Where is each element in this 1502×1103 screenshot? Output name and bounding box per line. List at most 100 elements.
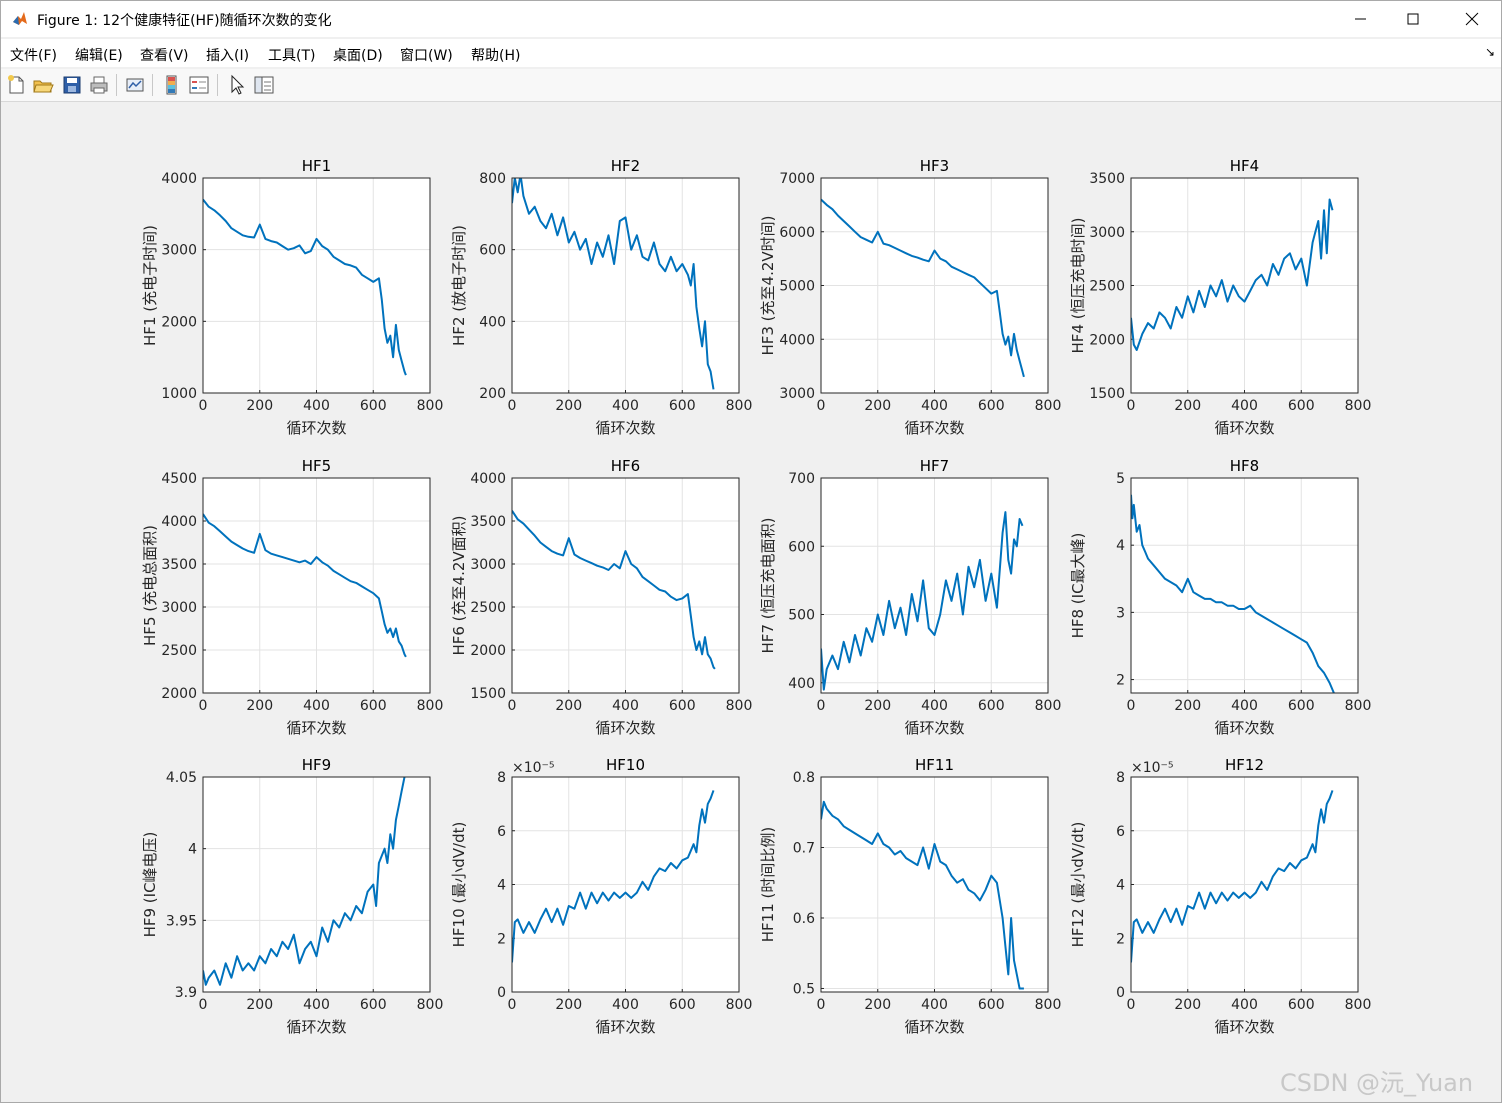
y-tick-label: 4 bbox=[188, 842, 197, 858]
y-tick-label: 600 bbox=[479, 243, 506, 259]
toolbar-separator bbox=[217, 74, 218, 96]
subplot-5: 0 200 400 600 800 2000 2500 3000 3500 4000 4500 HF5… bbox=[141, 457, 443, 737]
x-tick-label: 600 bbox=[978, 398, 1005, 414]
minimize-button[interactable] bbox=[1331, 1, 1389, 37]
close-button[interactable] bbox=[1443, 1, 1501, 37]
x-tick-label: 0 bbox=[508, 698, 517, 714]
y-axis-label: HF9 (IC峰电压) bbox=[141, 832, 159, 938]
y-tick-label: 2000 bbox=[470, 643, 506, 659]
x-tick-label: 600 bbox=[1288, 997, 1315, 1013]
subplot-8: 0 200 400 600 800 2 3 4 5 HF8 循环次数 HF8 (IC最大峰) bbox=[1069, 457, 1371, 737]
series-line bbox=[1131, 198, 1334, 351]
y-tick-label: 0.6 bbox=[793, 911, 815, 927]
figure-canvas: 0 200 400 600 800 1000 2000 3000 4000 HF1 循环次数 HF1 … bbox=[1, 102, 1501, 1102]
y-tick-label: 0 bbox=[1116, 985, 1125, 1001]
new-figure-icon[interactable] bbox=[5, 74, 27, 96]
print-icon[interactable] bbox=[88, 74, 110, 96]
x-tick-label: 800 bbox=[1035, 698, 1062, 714]
series-line bbox=[1131, 494, 1335, 693]
subplot-12: 0 200 400 600 800 0 2 4 6 8 HF12 循环次数 HF12 (最小dV/dt)… bbox=[1069, 756, 1371, 1036]
y-tick-label: 3000 bbox=[1089, 225, 1125, 241]
title-bar[interactable]: Figure 1: 12个健康特征(HF)随循环次数的变化 bbox=[1, 1, 1501, 37]
subplot-1: 0 200 400 600 800 1000 2000 3000 4000 HF1 循环次数 HF1 … bbox=[141, 157, 443, 437]
insert-legend-icon[interactable] bbox=[188, 74, 210, 96]
menu-window[interactable]: 窗口(W) bbox=[400, 48, 453, 64]
x-axis-label: 循环次数 bbox=[904, 1018, 964, 1036]
x-tick-label: 600 bbox=[978, 698, 1005, 714]
y-tick-label: 0.5 bbox=[793, 981, 815, 997]
y-tick-label: 1000 bbox=[161, 386, 197, 402]
x-tick-label: 0 bbox=[199, 398, 208, 414]
x-axis-label: 循环次数 bbox=[904, 419, 964, 437]
dock-arrow-icon[interactable]: ↘ bbox=[1485, 45, 1496, 59]
x-tick-label: 400 bbox=[612, 997, 639, 1013]
menu-file[interactable]: 文件(F) bbox=[10, 48, 57, 64]
x-tick-label: 800 bbox=[417, 398, 444, 414]
y-tick-label: 3000 bbox=[779, 386, 815, 402]
x-tick-label: 800 bbox=[726, 398, 753, 414]
x-tick-label: 400 bbox=[303, 698, 330, 714]
x-tick-label: 600 bbox=[978, 997, 1005, 1013]
x-tick-label: 200 bbox=[246, 997, 273, 1013]
y-tick-label: 400 bbox=[788, 676, 815, 692]
axis-exponent-label: ×10⁻⁵ bbox=[1131, 760, 1174, 776]
y-tick-label: 2000 bbox=[161, 686, 197, 702]
y-tick-label: 4 bbox=[1116, 538, 1125, 554]
subplot-title: HF2 bbox=[611, 157, 640, 175]
x-tick-label: 400 bbox=[303, 398, 330, 414]
y-tick-label: 2000 bbox=[161, 314, 197, 330]
y-axis-label: HF6 (充至4.2V面积) bbox=[450, 515, 468, 655]
x-axis-label: 循环次数 bbox=[1214, 719, 1274, 737]
y-axis-label: HF11 (时间比例) bbox=[759, 827, 777, 942]
menu-desktop[interactable]: 桌面(D) bbox=[333, 48, 383, 64]
x-tick-label: 800 bbox=[726, 698, 753, 714]
x-tick-label: 200 bbox=[555, 997, 582, 1013]
subplot-title: HF11 bbox=[915, 756, 954, 774]
x-tick-label: 200 bbox=[246, 398, 273, 414]
x-tick-label: 200 bbox=[1174, 698, 1201, 714]
y-tick-label: 3.9 bbox=[175, 985, 197, 1001]
x-tick-label: 600 bbox=[1288, 698, 1315, 714]
y-tick-label: 500 bbox=[788, 608, 815, 624]
menu-tools[interactable]: 工具(T) bbox=[268, 48, 316, 64]
edit-plot-icon[interactable] bbox=[226, 74, 248, 96]
x-tick-label: 0 bbox=[1127, 698, 1136, 714]
y-tick-label: 4000 bbox=[779, 332, 815, 348]
subplot-title: HF6 bbox=[611, 457, 640, 475]
x-tick-label: 0 bbox=[199, 997, 208, 1013]
x-tick-label: 600 bbox=[360, 997, 387, 1013]
menu-edit[interactable]: 编辑(E) bbox=[75, 48, 123, 64]
subplot-title: HF8 bbox=[1230, 457, 1259, 475]
subplot-title: HF4 bbox=[1230, 157, 1259, 175]
x-tick-label: 600 bbox=[360, 698, 387, 714]
menu-view[interactable]: 查看(V) bbox=[140, 48, 189, 64]
y-tick-label: 8 bbox=[497, 770, 506, 786]
matlab-logo-icon bbox=[11, 10, 29, 28]
series-line bbox=[821, 800, 1024, 990]
x-tick-label: 0 bbox=[1127, 398, 1136, 414]
menu-help[interactable]: 帮助(H) bbox=[471, 48, 521, 64]
link-plot-icon[interactable] bbox=[124, 74, 146, 96]
maximize-button[interactable] bbox=[1385, 1, 1443, 37]
subplot-grid: 0 200 400 600 8001000200030004000HF1循环次数HF1 … bbox=[141, 157, 1371, 1036]
open-file-icon[interactable] bbox=[32, 74, 54, 96]
series-line bbox=[203, 513, 407, 658]
x-tick-label: 400 bbox=[921, 698, 948, 714]
insert-colorbar-icon[interactable] bbox=[161, 74, 183, 96]
x-axis-label: 循环次数 bbox=[595, 719, 655, 737]
y-tick-label: 1500 bbox=[470, 686, 506, 702]
x-tick-label: 600 bbox=[669, 398, 696, 414]
y-tick-label: 2 bbox=[1116, 931, 1125, 947]
x-axis-label: 循环次数 bbox=[904, 719, 964, 737]
subplot-title: HF1 bbox=[302, 157, 331, 175]
property-inspector-icon[interactable] bbox=[253, 74, 275, 96]
save-icon[interactable] bbox=[61, 74, 83, 96]
menu-insert[interactable]: 插入(I) bbox=[206, 48, 250, 64]
y-tick-label: 2500 bbox=[470, 600, 506, 616]
y-tick-label: 3 bbox=[1116, 605, 1125, 621]
x-tick-label: 200 bbox=[555, 698, 582, 714]
y-tick-label: 4 bbox=[1116, 878, 1125, 894]
axes-box bbox=[1130, 477, 1359, 694]
